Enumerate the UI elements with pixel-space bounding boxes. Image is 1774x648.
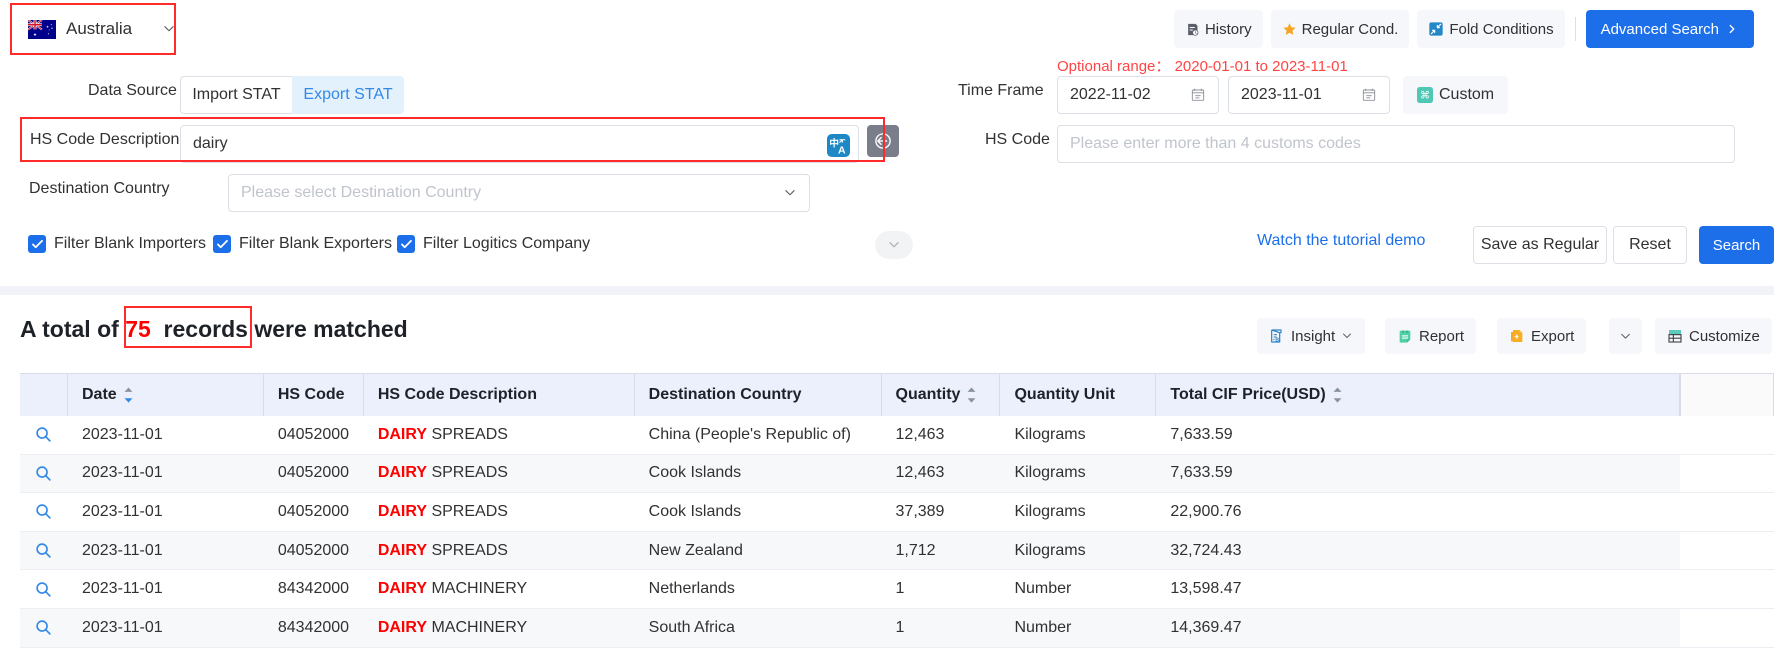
svg-text:⌘: ⌘ (1420, 91, 1430, 102)
svg-text:BI: BI (1275, 337, 1281, 343)
svg-text:A: A (838, 144, 846, 156)
